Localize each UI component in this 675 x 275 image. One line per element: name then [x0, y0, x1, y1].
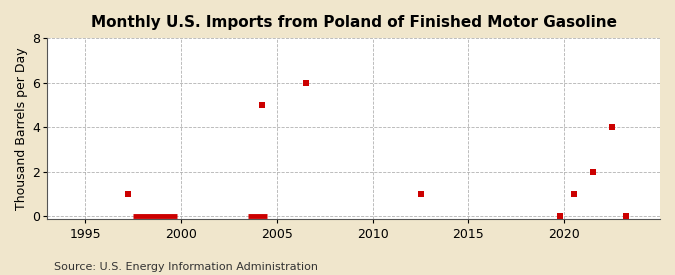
- Point: [607, 125, 618, 129]
- Point: [415, 192, 426, 196]
- Point: [620, 214, 631, 218]
- Point: [300, 80, 311, 85]
- Point: [568, 192, 579, 196]
- Text: Source: U.S. Energy Information Administration: Source: U.S. Energy Information Administ…: [54, 262, 318, 272]
- Point: [256, 103, 267, 107]
- Point: [555, 214, 566, 218]
- Point: [122, 192, 133, 196]
- Y-axis label: Thousand Barrels per Day: Thousand Barrels per Day: [15, 48, 28, 210]
- Point: [587, 169, 598, 174]
- Title: Monthly U.S. Imports from Poland of Finished Motor Gasoline: Monthly U.S. Imports from Poland of Fini…: [90, 15, 616, 30]
